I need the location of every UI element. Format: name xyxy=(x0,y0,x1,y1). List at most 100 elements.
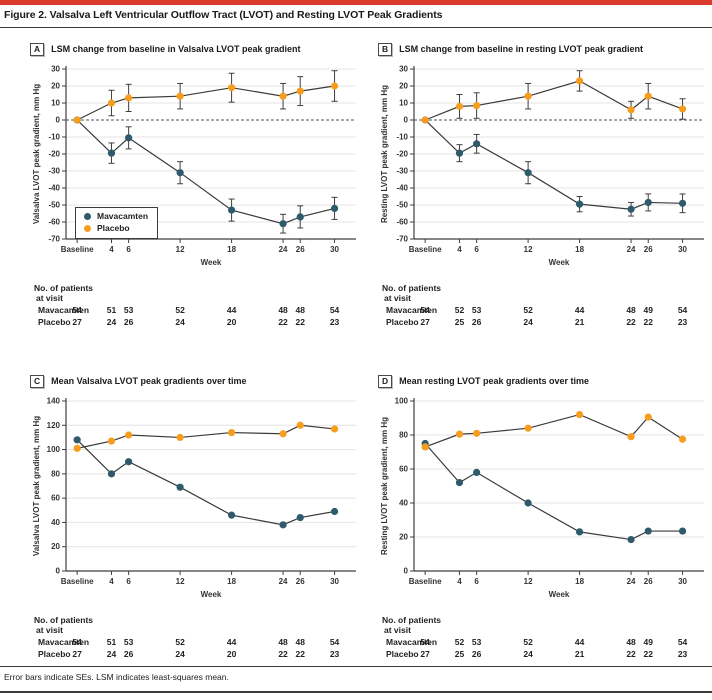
patients-heading-line1: No. of patients xyxy=(382,615,442,625)
patient-count: 53 xyxy=(471,305,482,315)
legend-item-mavacamten: Mavacamten xyxy=(84,212,148,221)
data-point-mavacamten xyxy=(296,213,304,221)
patients-row-mavacamten: Mavacamten 54 52 53 52 44 48 49 54 xyxy=(378,305,710,317)
patient-count: 26 xyxy=(471,649,482,659)
patient-count: 25 xyxy=(454,317,465,327)
patient-count: 22 xyxy=(626,317,636,327)
y-tick-label: -30 xyxy=(48,167,60,176)
patient-count: 23 xyxy=(329,649,340,659)
patient-count: 54 xyxy=(420,637,430,647)
x-tick-label: Baseline xyxy=(409,577,442,586)
data-point-mavacamten xyxy=(227,206,236,214)
data-point-mavacamten xyxy=(279,220,287,228)
patient-count: 51 xyxy=(106,637,117,647)
x-tick-label: 12 xyxy=(176,577,185,586)
patient-count: 48 xyxy=(626,637,636,647)
series-placebo xyxy=(73,421,339,452)
data-point-placebo xyxy=(644,413,652,421)
x-tick-label: 18 xyxy=(575,245,584,254)
panel-a-header: A LSM change from baseline in Valsalva L… xyxy=(30,42,362,56)
patients-table-c: No. of patients at visit Mavacamten 54 51 5… xyxy=(30,615,362,665)
data-point-mavacamten xyxy=(330,507,339,516)
patients-heading-line2: at visit xyxy=(384,625,411,635)
y-tick-label: 40 xyxy=(51,518,60,527)
panel-c: C Mean Valsalva LVOT peak gradients over… xyxy=(30,374,362,665)
y-tick-label: -20 xyxy=(396,150,408,159)
x-tick-label: 4 xyxy=(109,245,114,254)
y-tick-label: -50 xyxy=(48,201,60,210)
y-tick-label: 0 xyxy=(404,567,409,576)
patients-rows: Mavacamten 54 51 53 52 44 48 48 54 Placebo 27 24 26 2… xyxy=(30,637,362,661)
y-tick-label: -70 xyxy=(396,235,408,244)
x-tick-label: 12 xyxy=(176,245,185,254)
patients-row-mavacamten: Mavacamten 54 52 53 52 44 48 49 54 xyxy=(378,637,710,649)
patient-count: 21 xyxy=(574,649,585,659)
data-point-mavacamten xyxy=(627,535,635,544)
patient-count: 24 xyxy=(523,649,533,659)
x-tick-label: 18 xyxy=(227,245,236,254)
patients-heading-line2: at visit xyxy=(36,293,63,303)
x-tick-label: 6 xyxy=(474,245,479,254)
x-tick-label: Baseline xyxy=(61,577,94,586)
data-point-placebo xyxy=(176,433,184,442)
data-point-mavacamten xyxy=(125,458,133,466)
x-tick-label: 24 xyxy=(627,245,636,254)
x-axis-label: Week xyxy=(201,590,222,599)
data-point-mavacamten xyxy=(575,528,584,536)
patient-count: 51 xyxy=(106,305,117,315)
data-point-placebo xyxy=(473,101,481,110)
x-tick-label: 24 xyxy=(279,577,288,586)
series-mavacamten xyxy=(421,116,687,217)
x-tick-label: 30 xyxy=(678,577,687,586)
mavacamten-marker-icon xyxy=(84,213,91,220)
y-tick-label: 30 xyxy=(51,65,60,74)
y-tick-label: 20 xyxy=(51,542,60,551)
patient-count: 26 xyxy=(471,317,482,327)
data-point-mavacamten xyxy=(330,204,339,212)
data-point-placebo xyxy=(421,116,429,124)
patient-count: 54 xyxy=(72,637,82,647)
patient-count: 54 xyxy=(677,305,688,315)
x-tick-label: 26 xyxy=(296,245,305,254)
data-point-placebo xyxy=(296,421,304,429)
y-tick-label: 140 xyxy=(47,397,61,406)
patient-count: 54 xyxy=(420,305,430,315)
patient-count: 23 xyxy=(329,317,340,327)
placebo-marker-icon xyxy=(84,225,91,232)
data-point-mavacamten xyxy=(107,149,116,157)
series-mavacamten xyxy=(73,116,339,234)
data-point-placebo xyxy=(227,84,236,92)
data-point-placebo xyxy=(421,443,429,451)
x-axis-label: Week xyxy=(549,258,570,267)
patient-count: 23 xyxy=(677,649,688,659)
y-tick-label: 80 xyxy=(51,469,60,478)
chart-canvas-A: -70 -60 -50 -40 -30 -20 -10 0 10 20 30 Baseline 4 6 12… xyxy=(32,65,356,267)
x-tick-label: 26 xyxy=(644,577,653,586)
patient-count: 24 xyxy=(175,317,185,327)
panel-letter: A xyxy=(30,42,45,56)
patients-heading-line2: at visit xyxy=(384,293,411,303)
y-axis-label: Resting LVOT peak gradient, mm Hg xyxy=(380,417,389,555)
patients-table-a: No. of patients at visit Mavacamten 54 51 5… xyxy=(30,283,362,333)
y-tick-label: 60 xyxy=(399,465,408,474)
patients-row-label: Mavacamten xyxy=(386,637,438,647)
y-tick-label: 40 xyxy=(399,499,408,508)
data-point-mavacamten xyxy=(644,527,652,535)
y-axis-label: Valsalva LVOT peak gradient, mm Hg xyxy=(32,84,41,224)
data-point-mavacamten xyxy=(455,149,464,157)
panel-title: Mean Valsalva LVOT peak gradients over t… xyxy=(51,376,247,386)
patient-count: 52 xyxy=(454,637,465,647)
patient-count: 52 xyxy=(175,305,185,315)
panel-letter: C xyxy=(30,374,45,388)
data-point-placebo xyxy=(473,429,481,437)
data-point-mavacamten xyxy=(107,470,116,478)
panel-letter: D xyxy=(378,374,393,388)
data-point-placebo xyxy=(330,425,339,433)
chart-d: 0 20 40 60 80 100 Baseline 4 6 12 18 24 26 30 Week Rest… xyxy=(378,393,710,607)
y-tick-label: -70 xyxy=(48,235,60,244)
chart-canvas-B: -70 -60 -50 -40 -30 -20 -10 0 10 20 30 Baseline 4 6 12… xyxy=(380,65,704,267)
data-point-mavacamten xyxy=(678,199,687,207)
patients-heading: No. of patients at visit xyxy=(378,615,710,635)
patients-row-label: Placebo xyxy=(38,649,71,659)
x-tick-label: 6 xyxy=(126,577,131,586)
